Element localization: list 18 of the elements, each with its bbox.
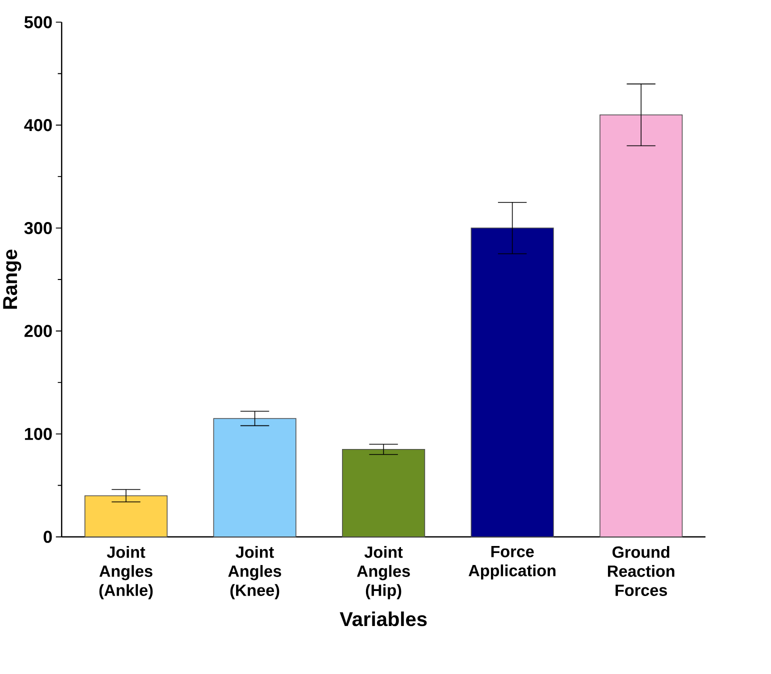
bar — [342, 449, 426, 538]
x-tick-label: Joint Angles (Knee) — [228, 546, 282, 600]
y-tick-label: 200 — [24, 324, 52, 338]
x-axis-title: Variables — [340, 612, 427, 626]
y-tick-label: 400 — [24, 119, 52, 132]
y-tick-label: 300 — [24, 222, 52, 234]
x-tick-label: Joint Angles (Ankle) — [99, 546, 153, 600]
bar — [84, 495, 168, 538]
x-tick-label: Force Application — [468, 546, 556, 580]
bar — [470, 228, 554, 538]
y-axis-title: Range — [3, 250, 22, 309]
x-tick-label: Joint Angles (Hip) — [356, 546, 410, 600]
y-tick-label: 0 — [44, 530, 52, 543]
y-tick-label: 100 — [24, 428, 52, 440]
y-tick-label: 500 — [24, 16, 52, 28]
bar — [213, 418, 296, 538]
bar — [600, 114, 683, 538]
x-tick-label: Ground Reaction Forces — [608, 546, 674, 596]
